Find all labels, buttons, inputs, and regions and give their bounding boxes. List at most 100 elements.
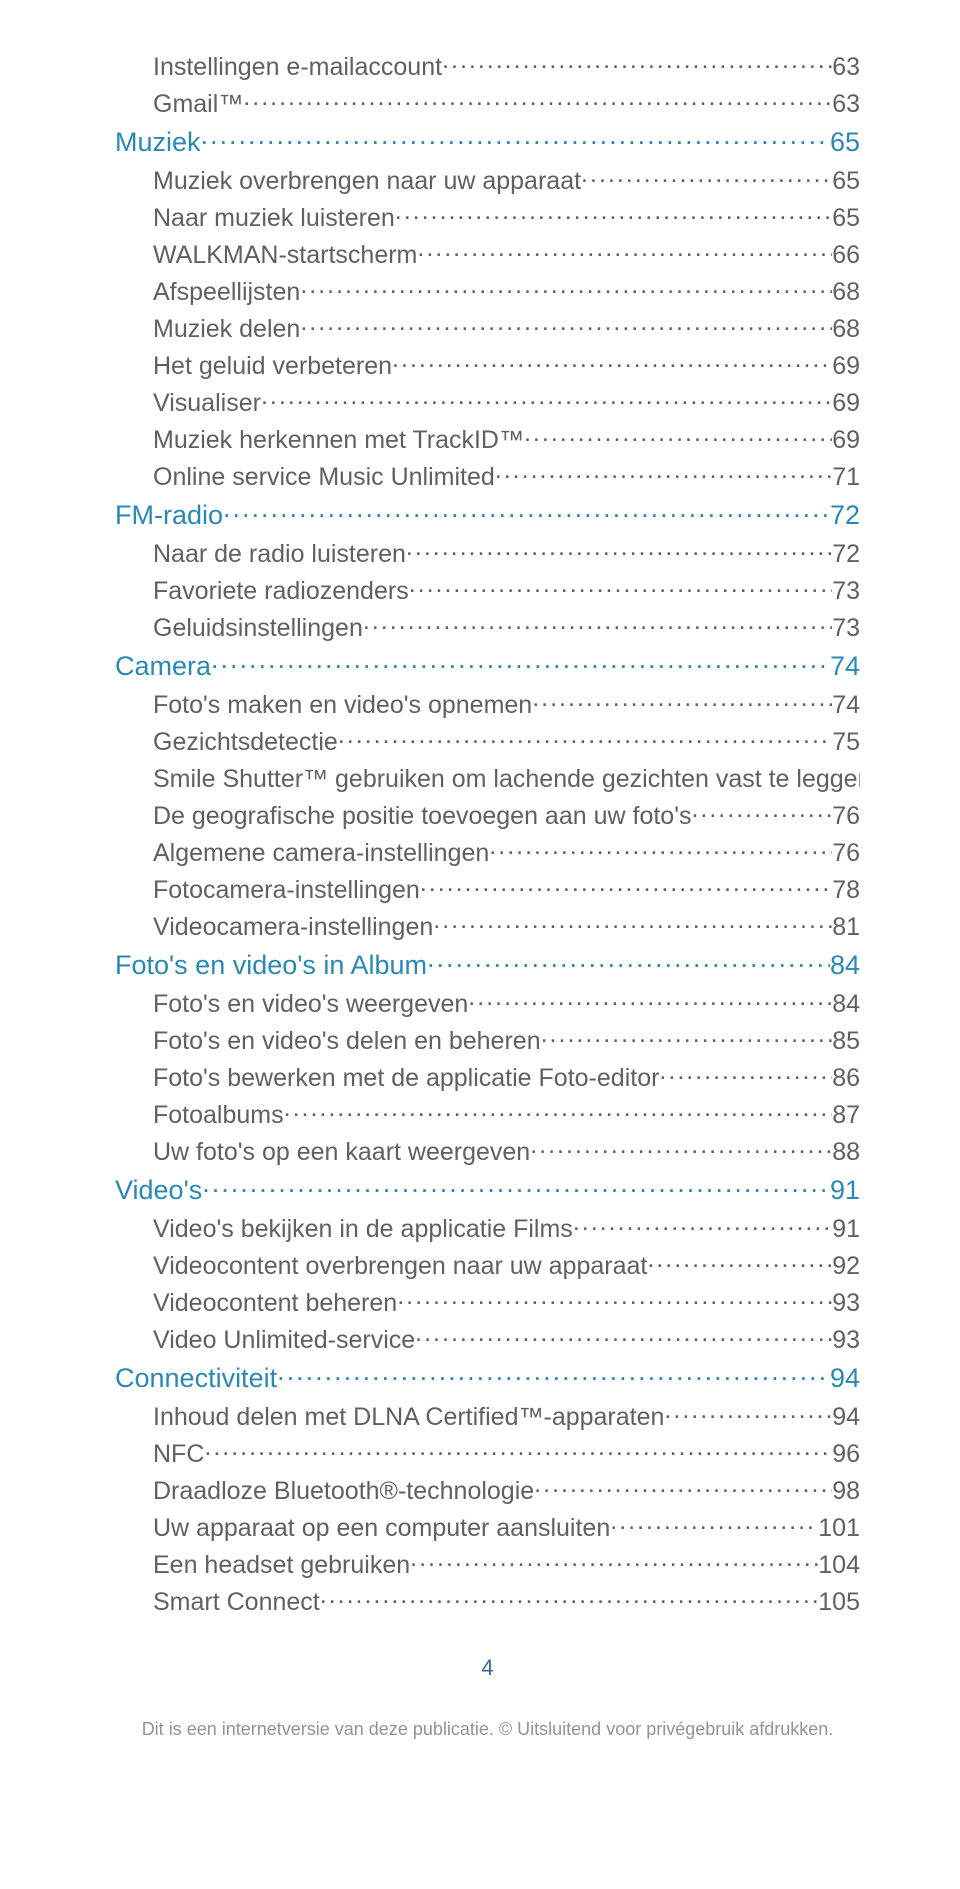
toc-section[interactable]: Muziek65 [115,124,860,158]
toc-leader-dots [664,1400,832,1425]
toc-label: Muziek herkennen met TrackID™ [153,426,524,455]
toc-section[interactable]: Video's91 [115,1172,860,1206]
toc-page-ref: 65 [832,204,860,233]
toc-page: Instellingen e-mailaccount63 Gmail™ 63 Muzi… [0,0,960,1780]
toc-item[interactable]: Gezichtsdetectie75 [115,725,860,757]
toc-page-ref: 72 [832,540,860,569]
toc-item[interactable]: Uw foto's op een kaart weergeven88 [115,1135,860,1167]
toc-label: Naar muziek luisteren [153,204,395,233]
toc-item[interactable]: Videocamera-instellingen81 [115,910,860,942]
toc-item[interactable]: Gmail™ 63 [115,87,860,119]
toc-item[interactable]: Instellingen e-mailaccount63 [115,50,860,82]
toc-label: Foto's maken en video's opnemen [153,691,532,720]
toc-leader-dots [300,275,832,300]
toc-label: Fotocamera-instellingen [153,876,420,905]
toc-page-ref: 94 [832,1403,860,1432]
toc-label: Muziek delen [153,315,300,344]
toc-item[interactable]: Videocontent overbrengen naar uw apparaa… [115,1249,860,1281]
toc-label: Gmail™ [153,90,243,119]
toc-leader-dots [204,1437,832,1462]
toc-item[interactable]: Foto's en video's delen en beheren85 [115,1024,860,1056]
toc-item[interactable]: Algemene camera-instellingen76 [115,836,860,868]
toc-section[interactable]: Camera74 [115,648,860,682]
toc-item[interactable]: Muziek herkennen met TrackID™ 69 [115,423,860,455]
toc-item[interactable]: Visualiser69 [115,386,860,418]
toc-item[interactable]: Inhoud delen met DLNA Certified™-apparat… [115,1400,860,1432]
toc-page-ref: 87 [832,1101,860,1130]
toc-item[interactable]: Foto's bewerken met de applicatie Foto-e… [115,1061,860,1093]
toc-item[interactable]: Geluidsinstellingen73 [115,611,860,643]
toc-section[interactable]: Connectiviteit94 [115,1360,860,1394]
toc-leader-dots [202,1172,830,1199]
toc-label: Video Unlimited-service [153,1326,415,1355]
toc-label: Fotoalbums [153,1101,284,1130]
toc-item[interactable]: Video Unlimited-service 93 [115,1323,860,1355]
toc-page-ref: 84 [832,990,860,1019]
toc-leader-dots [409,574,832,599]
toc-label: Video's [115,1175,202,1206]
toc-item[interactable]: WALKMAN-startscherm66 [115,238,860,270]
toc-leader-dots [277,1360,830,1387]
toc-item[interactable]: Video's bekijken in de applicatie Films9… [115,1212,860,1244]
toc-item[interactable]: Muziek overbrengen naar uw apparaat65 [115,164,860,196]
toc-leader-dots [647,1249,832,1274]
toc-label: Afspeellijsten [153,278,300,307]
toc-item[interactable]: Naar muziek luisteren 65 [115,201,860,233]
toc-item[interactable]: Favoriete radiozenders73 [115,574,860,606]
toc-label: Smile Shutter™ gebruiken om lachende gez… [153,765,860,794]
toc-label: Het geluid verbeteren [153,352,392,381]
toc-leader-dots [581,164,832,189]
toc-page-ref: 74 [832,691,860,720]
toc-section[interactable]: FM-radio72 [115,497,860,531]
toc-item[interactable]: Draadloze Bluetooth®-technologie98 [115,1474,860,1506]
toc-item[interactable]: Het geluid verbeteren69 [115,349,860,381]
toc-item[interactable]: NFC96 [115,1437,860,1469]
toc-page-ref: 104 [818,1551,860,1580]
toc-label: Videocontent overbrengen naar uw apparaa… [153,1252,647,1281]
toc-item[interactable]: Naar de radio luisteren72 [115,537,860,569]
toc-page-ref: 93 [832,1326,860,1355]
toc-list: Instellingen e-mailaccount63 Gmail™ 63 Muzi… [115,50,860,1617]
toc-page-ref: 73 [832,577,860,606]
toc-label: Foto's en video's in Album [115,950,427,981]
toc-item[interactable]: Fotocamera-instellingen78 [115,873,860,905]
toc-item[interactable]: De geografische positie toevoegen aan uw… [115,799,860,831]
toc-page-ref: 63 [832,90,860,119]
toc-page-ref: 88 [832,1138,860,1167]
toc-leader-dots [417,238,832,263]
toc-item[interactable]: Foto's maken en video's opnemen 74 [115,688,860,720]
toc-page-ref: 74 [830,651,860,682]
toc-item[interactable]: Uw apparaat op een computer aansluiten10… [115,1511,860,1543]
toc-page-ref: 71 [832,463,860,492]
toc-page-ref: 81 [832,913,860,942]
toc-label: Algemene camera-instellingen [153,839,489,868]
toc-item[interactable]: Fotoalbums 87 [115,1098,860,1130]
toc-leader-dots [338,725,832,750]
toc-page-ref: 94 [830,1363,860,1394]
toc-label: Foto's bewerken met de applicatie Foto-e… [153,1064,659,1093]
toc-leader-dots [300,312,832,337]
toc-item[interactable]: Online service Music Unlimited71 [115,460,860,492]
toc-page-ref: 93 [832,1289,860,1318]
toc-page-ref: 76 [832,802,860,831]
toc-leader-dots [495,460,832,485]
toc-leader-dots [468,987,832,1012]
toc-label: Inhoud delen met DLNA Certified™-apparat… [153,1403,664,1432]
toc-section[interactable]: Foto's en video's in Album84 [115,947,860,981]
toc-item[interactable]: Muziek delen68 [115,312,860,344]
toc-label: De geografische positie toevoegen aan uw… [153,802,691,831]
toc-page-ref: 92 [832,1252,860,1281]
toc-leader-dots [524,423,832,448]
toc-page-ref: 69 [832,426,860,455]
toc-item[interactable]: Smile Shutter™ gebruiken om lachende gez… [115,762,860,794]
toc-leader-dots [573,1212,832,1237]
toc-item[interactable]: Foto's en video's weergeven84 [115,987,860,1019]
toc-label: FM-radio [115,500,223,531]
toc-leader-dots [691,799,832,824]
toc-item[interactable]: Een headset gebruiken 104 [115,1548,860,1580]
footer-note: Dit is een internetversie van deze publi… [115,1719,860,1740]
toc-item[interactable]: Videocontent beheren93 [115,1286,860,1318]
toc-item[interactable]: Smart Connect105 [115,1585,860,1617]
toc-item[interactable]: Afspeellijsten68 [115,275,860,307]
toc-leader-dots [427,947,830,974]
